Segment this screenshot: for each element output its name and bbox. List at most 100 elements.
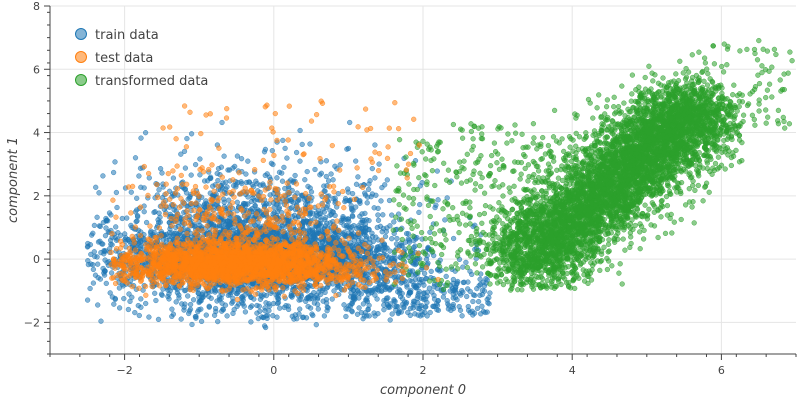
train-data-point: [226, 167, 233, 173]
train-data-point: [463, 259, 469, 266]
train-data-point: [324, 304, 330, 310]
train-data-point: [90, 230, 96, 236]
train-data-point: [143, 300, 149, 307]
train-data-point: [313, 322, 319, 328]
train-data-point: [166, 296, 172, 302]
train-data-point: [234, 199, 240, 205]
train-data-point: [427, 229, 433, 235]
train-data-point: [350, 213, 356, 220]
train-data-point: [470, 298, 476, 305]
train-data-point: [486, 294, 492, 301]
train-data-point: [190, 297, 197, 303]
train-data-point: [170, 311, 177, 317]
train-data-point: [159, 292, 165, 298]
transformed-data-point: [718, 162, 725, 168]
train-data-point: [169, 234, 175, 240]
train-data-point: [404, 284, 410, 290]
train-data-point: [260, 181, 266, 187]
train-data-point: [467, 288, 473, 295]
train-data-point: [267, 303, 273, 309]
train-data-point: [178, 316, 184, 322]
train-data-point: [443, 273, 449, 280]
train-data-point: [337, 162, 343, 168]
train-data-point: [376, 161, 382, 167]
train-data-point: [277, 305, 283, 311]
train-data-point: [240, 301, 246, 307]
train-data-point: [416, 306, 423, 312]
train-data-point: [282, 145, 288, 152]
train-data-point: [392, 255, 398, 262]
train-data-point: [481, 288, 488, 294]
train-data-point: [363, 297, 369, 303]
train-data-point: [394, 235, 400, 242]
train-data-point: [362, 232, 368, 238]
train-data-point: [127, 298, 133, 305]
train-data-point: [262, 146, 269, 153]
train-data-point: [215, 177, 221, 184]
train-data-point: [413, 261, 420, 267]
train-data-point: [459, 313, 465, 319]
train-data-point: [112, 159, 118, 165]
train-data-point: [95, 261, 101, 267]
train-data-point: [221, 199, 227, 205]
train-data-point: [349, 190, 356, 197]
train-data-point: [321, 209, 327, 215]
train-data-point: [297, 158, 303, 164]
train-data-point: [274, 175, 280, 181]
train-data-point: [304, 168, 310, 175]
train-data-point: [389, 236, 395, 242]
train-data-point: [296, 297, 302, 303]
train-data-point: [182, 287, 189, 293]
train-data-point: [99, 241, 105, 247]
train-data-point: [203, 312, 209, 318]
train-data-point: [138, 184, 144, 190]
train-data-point: [350, 287, 357, 294]
train-data-point: [256, 303, 262, 309]
train-data-point: [343, 313, 349, 320]
train-data-point: [204, 178, 211, 184]
train-data-point: [375, 217, 382, 223]
train-data-point: [312, 166, 318, 173]
train-data-point: [373, 234, 379, 240]
train-data-point: [369, 165, 375, 172]
train-data-point: [243, 171, 249, 177]
train-data-point: [435, 197, 441, 203]
train-data-point: [134, 213, 141, 219]
train-data-point: [239, 180, 245, 187]
train-data-point: [185, 293, 191, 299]
train-data-point: [442, 217, 448, 223]
train-data-point: [87, 285, 93, 292]
train-data-point: [138, 135, 144, 141]
train-data-point: [230, 310, 236, 317]
train-data-point: [152, 290, 158, 296]
train-data-point: [134, 195, 140, 201]
train-data-point: [410, 301, 416, 307]
train-data-point: [384, 177, 390, 183]
train-data-point: [285, 303, 292, 309]
transformed-data-point: [604, 266, 611, 273]
train-data-point: [192, 313, 199, 320]
train-data-point: [184, 135, 190, 142]
train-data-point: [111, 301, 117, 307]
train-data-point: [138, 296, 144, 302]
train-data-point: [117, 232, 124, 238]
train-data-point: [341, 217, 347, 223]
train-data-point: [142, 130, 149, 136]
train-data-point: [486, 301, 492, 307]
train-data-point: [214, 170, 220, 177]
train-data-point: [320, 298, 326, 304]
train-data-point: [181, 307, 187, 313]
train-data-point: [484, 309, 490, 315]
train-data-point: [91, 222, 98, 229]
train-data-point: [394, 303, 400, 309]
train-data-point: [211, 312, 218, 318]
train-data-point: [195, 290, 201, 296]
train-data-point: [381, 307, 387, 313]
plot-area: [84, 37, 795, 331]
train-data-point: [431, 303, 437, 310]
train-data-point: [84, 297, 91, 303]
train-data-point: [315, 295, 321, 301]
train-data-point: [349, 309, 355, 315]
